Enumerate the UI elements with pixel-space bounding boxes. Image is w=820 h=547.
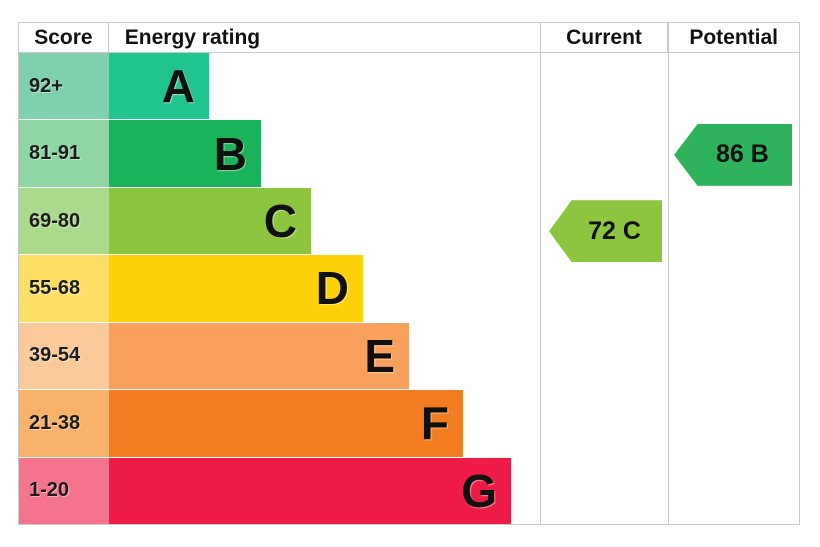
rating-letter-a: A [161,60,195,113]
energy-rating-column-header: Energy rating [124,25,261,49]
rating-letter-b: B [213,127,247,180]
rating-row-e: 39-54 E [19,322,539,390]
rating-letter-f: F [420,397,449,450]
rating-bar-c: C [109,187,311,255]
potential-rating-label: 86 B [716,140,769,169]
rating-bar-g: G [109,457,511,524]
current-rating-label: 72 C [588,216,641,245]
score-range-e: 39-54 [19,322,109,390]
score-range-d: 55-68 [19,255,109,322]
score-range-c: 69-80 [19,187,109,255]
rating-letter-e: E [364,329,395,382]
score-range-f: 21-38 [19,390,109,457]
rating-bar-d: D [109,255,363,322]
rating-letter-g: G [461,464,497,517]
rating-row-d: 55-68 D [19,255,539,322]
score-range-b: 81-91 [19,120,109,187]
potential-arrow: 86 B [674,123,792,186]
score-range-g: 1-20 [19,457,109,524]
rating-letter-d: D [315,262,349,315]
rating-row-f: 21-38 F [19,390,539,457]
table-header: Score Energy rating Current Potential [19,23,799,53]
rating-bar-b: B [109,120,261,187]
rating-table: Score Energy rating Current Potential 92… [18,22,800,525]
current-arrow: 72 C [549,200,662,263]
rating-row-a: 92+ A [19,53,539,120]
rating-row-c: 69-80 C [19,187,539,255]
current-column-divider [540,23,541,524]
rating-rows: 92+ A 81-91 B 69-80 C 55-68 D 39-54 E 21-38 F 1-20 G [19,53,539,524]
score-range-a: 92+ [19,53,109,120]
rating-bar-e: E [109,322,409,390]
current-column-header: Current [539,23,668,52]
rating-row-b: 81-91 B [19,120,539,187]
rating-letter-c: C [263,195,297,248]
rating-row-g: 1-20 G [19,457,539,524]
potential-column-header: Potential [667,23,799,52]
rating-bar-a: A [109,53,209,120]
potential-column-divider [668,23,669,524]
rating-bar-f: F [109,390,463,457]
score-column-header: Score [19,23,109,52]
